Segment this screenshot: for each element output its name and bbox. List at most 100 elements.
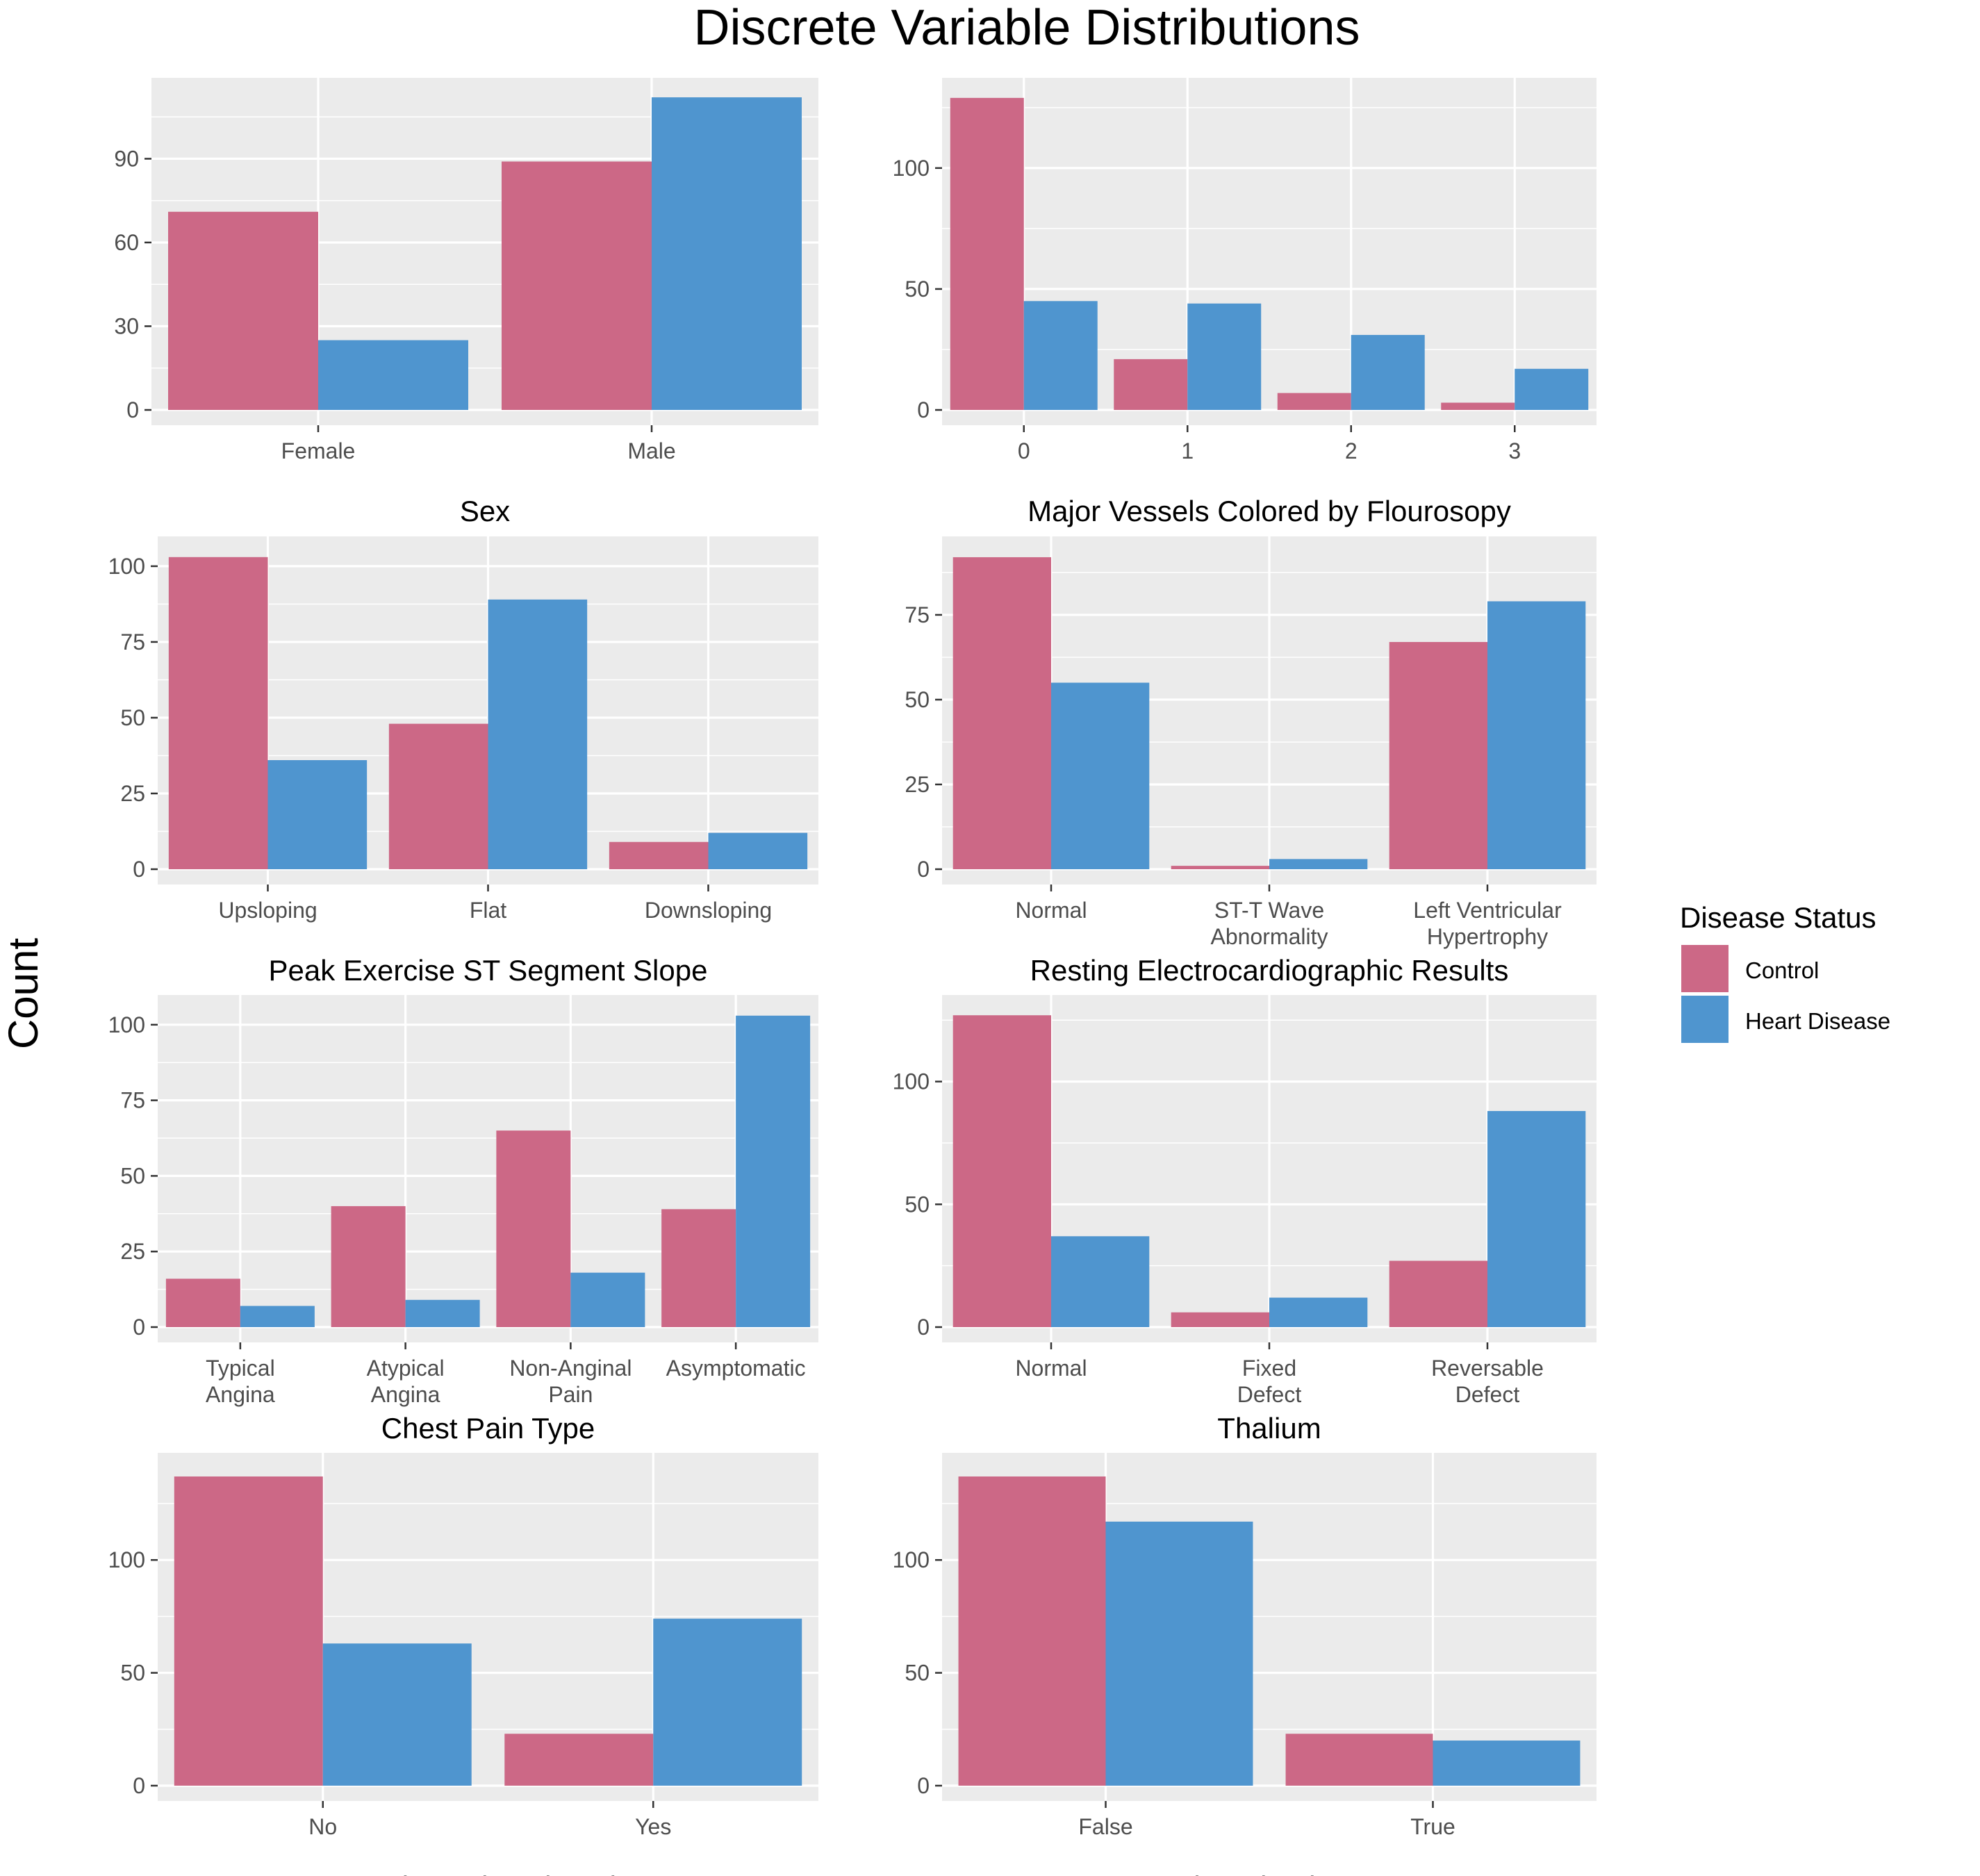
x-tick-label: 1: [1181, 438, 1194, 463]
x-axis-title: Sex: [460, 495, 510, 527]
panel-3: 0 25 50 75 100 Upsloping Flat Downsloping Peak E…: [108, 536, 818, 987]
legend-label-control: Control: [1745, 957, 1819, 983]
x-tick-label: 3: [1508, 438, 1521, 463]
y-tick-label: 50: [905, 1661, 930, 1686]
bar-heart-disease: [1051, 1236, 1150, 1327]
bar-control: [504, 1734, 654, 1786]
bar-heart-disease: [1187, 303, 1262, 410]
x-tick-label: True: [1410, 1814, 1455, 1839]
y-tick-label: 100: [893, 1069, 930, 1094]
legend: Disease Status Control Heart Disease: [1680, 901, 1890, 1043]
bar-heart-disease: [267, 760, 368, 869]
bar-heart-disease: [1105, 1521, 1253, 1786]
x-tick-label: Defect: [1455, 1382, 1520, 1407]
x-tick-label: Asymptomatic: [666, 1356, 806, 1381]
bar-heart-disease: [318, 340, 468, 410]
figure-title: Discrete Variable Distributions: [693, 0, 1360, 56]
bar-control: [952, 557, 1051, 869]
bar-heart-disease: [708, 832, 808, 869]
x-tick-label: False: [1078, 1814, 1132, 1839]
y-tick-label: 25: [905, 772, 930, 797]
y-tick-label: 100: [893, 156, 930, 181]
y-tick-label: 0: [917, 1315, 930, 1340]
y-tick-label: 50: [120, 705, 145, 730]
bar-heart-disease: [1051, 682, 1150, 869]
bar-control: [168, 211, 318, 410]
x-tick-label: 0: [1018, 438, 1030, 463]
panel-2: 0 50 100 0 1 2 3 Major Vessels Colored by Flour…: [893, 78, 1597, 527]
legend-swatch-control: [1681, 945, 1729, 992]
x-tick-label: Male: [627, 438, 675, 463]
x-tick-label: Female: [281, 438, 356, 463]
bar-control: [174, 1476, 323, 1786]
x-axis-title: Exercise Induced Angina: [327, 1870, 649, 1876]
chart-panels: 0 30 60 90 Female Male Sex 0 50 100 0 1 2 3 Major Vess…: [108, 78, 1597, 1876]
legend-title: Disease Status: [1680, 901, 1876, 934]
y-tick-label: 100: [108, 554, 145, 579]
bar-heart-disease: [736, 1015, 811, 1327]
bar-control: [1277, 393, 1351, 410]
y-tick-label: 30: [114, 313, 139, 338]
y-tick-label: 0: [126, 397, 139, 422]
y-tick-label: 0: [133, 857, 145, 882]
x-tick-label: Left Ventricular: [1413, 898, 1562, 923]
x-tick-label: Hypertrophy: [1427, 924, 1548, 949]
x-tick-label: Abnormality: [1211, 924, 1328, 949]
x-tick-label: Yes: [635, 1814, 671, 1839]
panel-5: 0255075100TypicalAnginaAtypicalAnginaNon…: [108, 995, 818, 1445]
bar-control: [1389, 641, 1487, 869]
bar-control: [165, 1278, 240, 1327]
bar-control: [1114, 359, 1188, 410]
bar-heart-disease: [1351, 335, 1425, 410]
bar-control: [168, 557, 268, 869]
bar-heart-disease: [405, 1299, 480, 1327]
bar-control: [950, 97, 1024, 410]
x-tick-label: Atypical: [367, 1356, 445, 1381]
bar-control: [502, 161, 652, 410]
panel-1: 0 30 60 90 Female Male Sex: [114, 78, 818, 527]
bar-heart-disease: [1487, 601, 1586, 869]
bar-heart-disease: [570, 1272, 645, 1327]
x-axis-title: Fasting Blood Sugar: [1137, 1870, 1402, 1876]
bar-heart-disease: [652, 97, 802, 411]
bar-heart-disease: [653, 1618, 802, 1786]
panel-8: 0 50 100 False True Fasting Blood Sugar: [893, 1453, 1597, 1876]
x-tick-label: Pain: [548, 1382, 593, 1407]
bar-heart-disease: [1023, 301, 1098, 410]
bar-control: [1171, 866, 1269, 869]
x-tick-label: Fixed: [1242, 1356, 1296, 1381]
y-tick-label: 75: [120, 630, 145, 655]
y-tick-label: 50: [120, 1163, 145, 1188]
y-tick-label: 0: [917, 1773, 930, 1798]
bar-control: [1389, 1260, 1487, 1327]
y-tick-label: 100: [893, 1547, 930, 1572]
x-tick-label: Defect: [1237, 1382, 1302, 1407]
x-tick-label: Downsloping: [645, 898, 772, 923]
bar-heart-disease: [240, 1306, 315, 1327]
bar-control: [958, 1476, 1106, 1786]
y-tick-label: 90: [114, 146, 139, 171]
bar-heart-disease: [488, 599, 588, 869]
x-tick-label: Reversable: [1431, 1356, 1544, 1381]
legend-swatch-heart-disease: [1681, 996, 1729, 1043]
x-tick-label: Normal: [1015, 898, 1087, 923]
y-tick-label: 100: [108, 1012, 145, 1037]
panel-7: 0 50 100 No Yes Exercise Induced Angina: [108, 1453, 818, 1876]
y-tick-label: 50: [905, 277, 930, 302]
x-axis-title: Major Vessels Colored by Flourosopy: [1028, 495, 1511, 527]
x-tick-label: Angina: [371, 1382, 440, 1407]
y-tick-label: 75: [120, 1088, 145, 1113]
y-tick-label: 0: [133, 1773, 145, 1798]
bar-heart-disease: [1487, 1111, 1586, 1327]
x-axis-title: Chest Pain Type: [381, 1412, 595, 1445]
x-tick-label: Flat: [470, 898, 506, 923]
x-axis-title: Peak Exercise ST Segment Slope: [269, 954, 708, 987]
bar-control: [952, 1015, 1051, 1327]
x-tick-label: Non-Anginal: [509, 1356, 632, 1381]
y-tick-label: 50: [905, 687, 930, 712]
y-tick-label: 60: [114, 230, 139, 255]
bar-control: [661, 1209, 736, 1327]
